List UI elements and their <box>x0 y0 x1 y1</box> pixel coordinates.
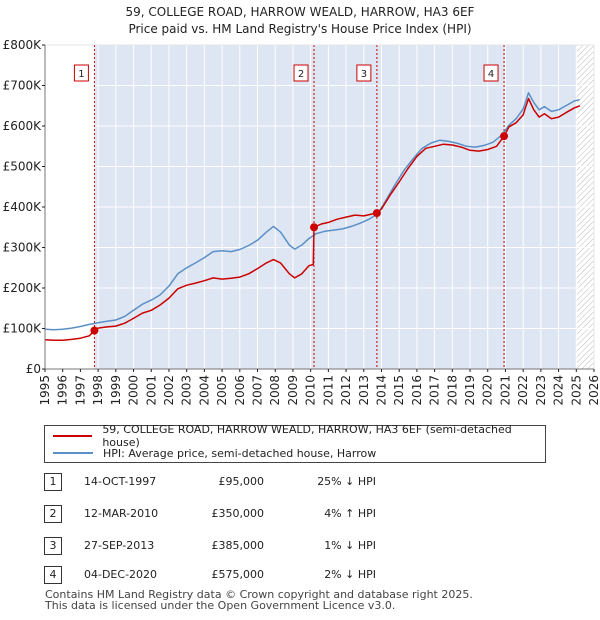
footer-line-2: This data is licensed under the Open Gov… <box>45 599 396 612</box>
y-tick-label: £500K <box>3 160 43 174</box>
x-tick-label: 2018 <box>445 375 459 406</box>
y-tick-label: £0 <box>26 362 41 376</box>
x-tick-label: 2005 <box>215 375 229 406</box>
chart-legend: 59, COLLEGE ROAD, HARROW WEALD, HARROW, … <box>44 423 546 463</box>
x-tick-label: 2017 <box>428 375 442 406</box>
transaction-date: 14-OCT-1997 <box>84 475 157 488</box>
legend-label-property: 59, COLLEGE ROAD, HARROW WEALD, HARROW, … <box>102 423 512 449</box>
transaction-hpi: 25% ↓ HPI <box>317 475 376 488</box>
transaction-number: 4 <box>44 566 62 584</box>
sale-label-box <box>293 64 309 82</box>
x-tick-label: 2012 <box>339 375 353 406</box>
sale-label-box <box>73 64 89 82</box>
x-tick-label: 2002 <box>162 375 176 406</box>
legend-swatch-hpi <box>53 452 93 454</box>
sale-label-number: 2 <box>298 69 304 80</box>
x-tick-label: 2007 <box>251 375 265 406</box>
x-tick-label: 2004 <box>197 375 211 406</box>
transaction-price: £350,000 <box>211 507 265 520</box>
transaction-row: 3 27-SEP-2013 £385,000 1% ↓ HPI <box>44 537 564 557</box>
y-tick-label: £300K <box>3 241 43 255</box>
sale-label-box <box>356 64 372 82</box>
hpi-line <box>44 92 580 331</box>
x-tick-label: 2016 <box>410 375 424 406</box>
sale-label-box <box>483 64 499 82</box>
sale-point <box>90 326 99 335</box>
footer-line-1: Contains HM Land Registry data © Crown c… <box>45 588 473 601</box>
x-tick-label: 1996 <box>56 375 70 406</box>
x-tick-label: 2020 <box>481 375 495 406</box>
x-tick-label: 1995 <box>38 375 52 406</box>
transaction-price: £575,000 <box>211 568 265 581</box>
transaction-hpi: 1% ↓ HPI <box>324 539 376 552</box>
y-tick-label: £100K <box>3 322 43 336</box>
x-tick-label: 2010 <box>304 375 318 406</box>
x-tick-label: 2009 <box>286 375 300 406</box>
x-tick-label: 2021 <box>498 375 512 406</box>
title-line-1: 59, COLLEGE ROAD, HARROW WEALD, HARROW, … <box>125 5 475 19</box>
transaction-price: £385,000 <box>211 539 265 552</box>
legend-item-hpi: HPI: Average price, semi-detached house,… <box>53 445 376 461</box>
x-tick-label: 2019 <box>463 375 477 406</box>
sale-point <box>310 223 319 232</box>
transaction-row: 4 04-DEC-2020 £575,000 2% ↓ HPI <box>44 566 564 586</box>
x-tick-label: 2013 <box>357 375 371 406</box>
chart-title: 59, COLLEGE ROAD, HARROW WEALD, HARROW, … <box>0 4 600 38</box>
sale-label-number: 1 <box>78 69 84 80</box>
transaction-date: 27-SEP-2013 <box>84 539 155 552</box>
x-tick-label: 2026 <box>587 375 600 406</box>
x-tick-label: 2011 <box>321 375 335 406</box>
x-tick-label: 1997 <box>73 375 87 406</box>
transaction-row: 2 12-MAR-2010 £350,000 4% ↑ HPI <box>44 505 564 525</box>
sale-point <box>372 209 381 218</box>
transaction-date: 04-DEC-2020 <box>84 568 158 581</box>
x-tick-label: 2003 <box>180 375 194 406</box>
y-tick-label: £800K <box>3 38 43 52</box>
transaction-hpi: 2% ↓ HPI <box>324 568 376 581</box>
x-tick-label: 2025 <box>569 375 583 406</box>
sale-label-number: 3 <box>361 69 367 80</box>
y-tick-label: £700K <box>3 79 43 93</box>
transaction-row: 1 14-OCT-1997 £95,000 25% ↓ HPI <box>44 473 564 493</box>
x-tick-label: 1998 <box>91 375 105 406</box>
x-tick-label: 2000 <box>127 375 141 406</box>
x-tick-label: 2001 <box>144 375 158 406</box>
legend-swatch-property <box>53 435 93 437</box>
x-tick-label: 2006 <box>233 375 247 406</box>
legend-label-hpi: HPI: Average price, semi-detached house,… <box>103 446 377 460</box>
transaction-number: 2 <box>44 505 62 523</box>
x-tick-label: 2022 <box>516 375 530 406</box>
transaction-date: 12-MAR-2010 <box>84 507 159 520</box>
transaction-price: £95,000 <box>218 475 265 488</box>
x-tick-label: 2014 <box>374 375 388 406</box>
y-tick-label: £600K <box>3 119 43 133</box>
x-tick-label: 2008 <box>268 375 282 406</box>
y-tick-label: £400K <box>3 200 43 214</box>
legend-item-property: 59, COLLEGE ROAD, HARROW WEALD, HARROW, … <box>53 423 545 449</box>
sale-label-number: 4 <box>488 69 494 80</box>
x-tick-label: 1999 <box>109 375 123 406</box>
attribution-footer: Contains HM Land Registry data © Crown c… <box>45 589 473 611</box>
price-chart: 1 2 3 4 £0 £100K £200K £300K £400K £500K £600K £700… <box>3 38 600 406</box>
x-tick-label: 2023 <box>534 375 548 406</box>
title-line-2: Price paid vs. HM Land Registry's House … <box>128 22 472 36</box>
x-tick-label: 2024 <box>552 375 566 406</box>
transaction-number: 3 <box>44 537 62 555</box>
x-tick-label: 2015 <box>392 375 406 406</box>
y-tick-label: £200K <box>3 281 43 295</box>
transaction-hpi: 4% ↑ HPI <box>324 507 376 520</box>
transaction-number: 1 <box>44 473 62 491</box>
sale-point <box>500 132 509 141</box>
